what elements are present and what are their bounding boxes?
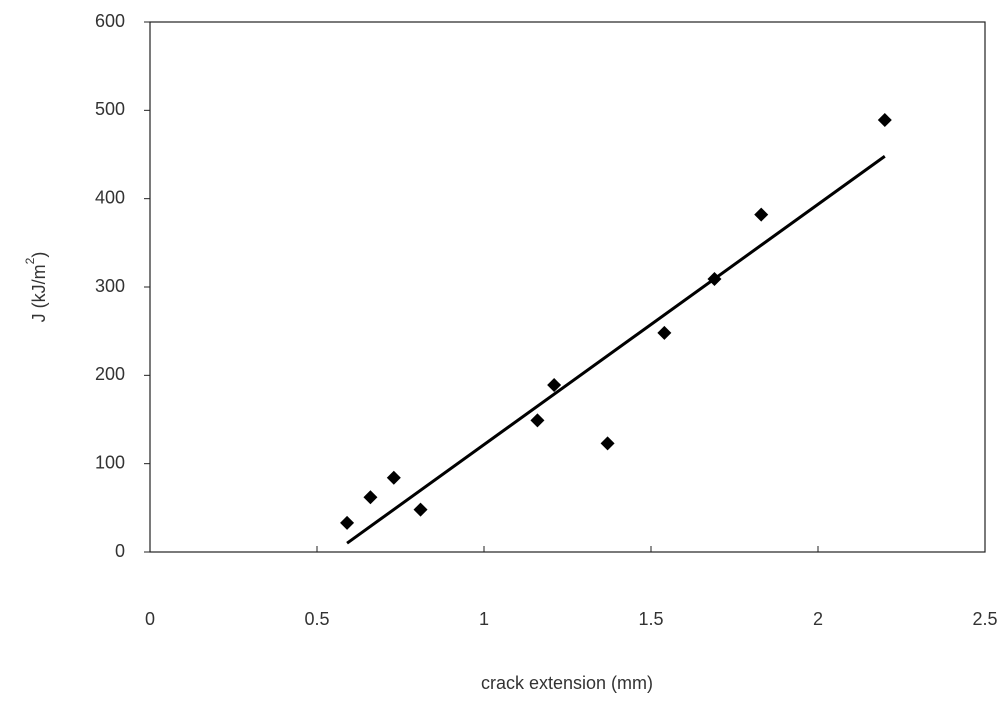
y-axis-label: J (kJ/m2)	[23, 252, 49, 323]
y-label-main: J (kJ/m	[29, 264, 49, 322]
y-tick-label: 600	[95, 11, 125, 31]
x-tick-label: 2.5	[972, 609, 997, 629]
x-tick-label: 2	[813, 609, 823, 629]
y-tick-label: 100	[95, 452, 125, 472]
data-point	[657, 325, 672, 340]
data-point	[754, 207, 769, 222]
data-point	[386, 470, 401, 485]
y-tick-label: 500	[95, 99, 125, 119]
data-point	[340, 515, 355, 530]
trend-line	[346, 155, 886, 545]
data-point	[600, 436, 615, 451]
data-point	[530, 413, 545, 428]
x-tick-label: 0.5	[304, 609, 329, 629]
y-label-end: )	[29, 252, 49, 258]
data-point	[547, 378, 562, 393]
y-tick-label: 400	[95, 187, 125, 207]
y-tick-label: 200	[95, 364, 125, 384]
y-tick-label: 300	[95, 276, 125, 296]
data-point	[877, 113, 892, 128]
x-tick-label: 0	[145, 609, 155, 629]
data-point	[363, 490, 378, 505]
plot-frame	[149, 21, 986, 553]
data-point	[707, 272, 722, 287]
y-tick-label: 0	[115, 541, 125, 561]
data-point	[413, 502, 428, 517]
y-label-sup: 2	[23, 257, 37, 264]
x-axis-label: crack extension (mm)	[481, 673, 653, 693]
x-tick-label: 1	[479, 609, 489, 629]
x-tick-label: 1.5	[638, 609, 663, 629]
